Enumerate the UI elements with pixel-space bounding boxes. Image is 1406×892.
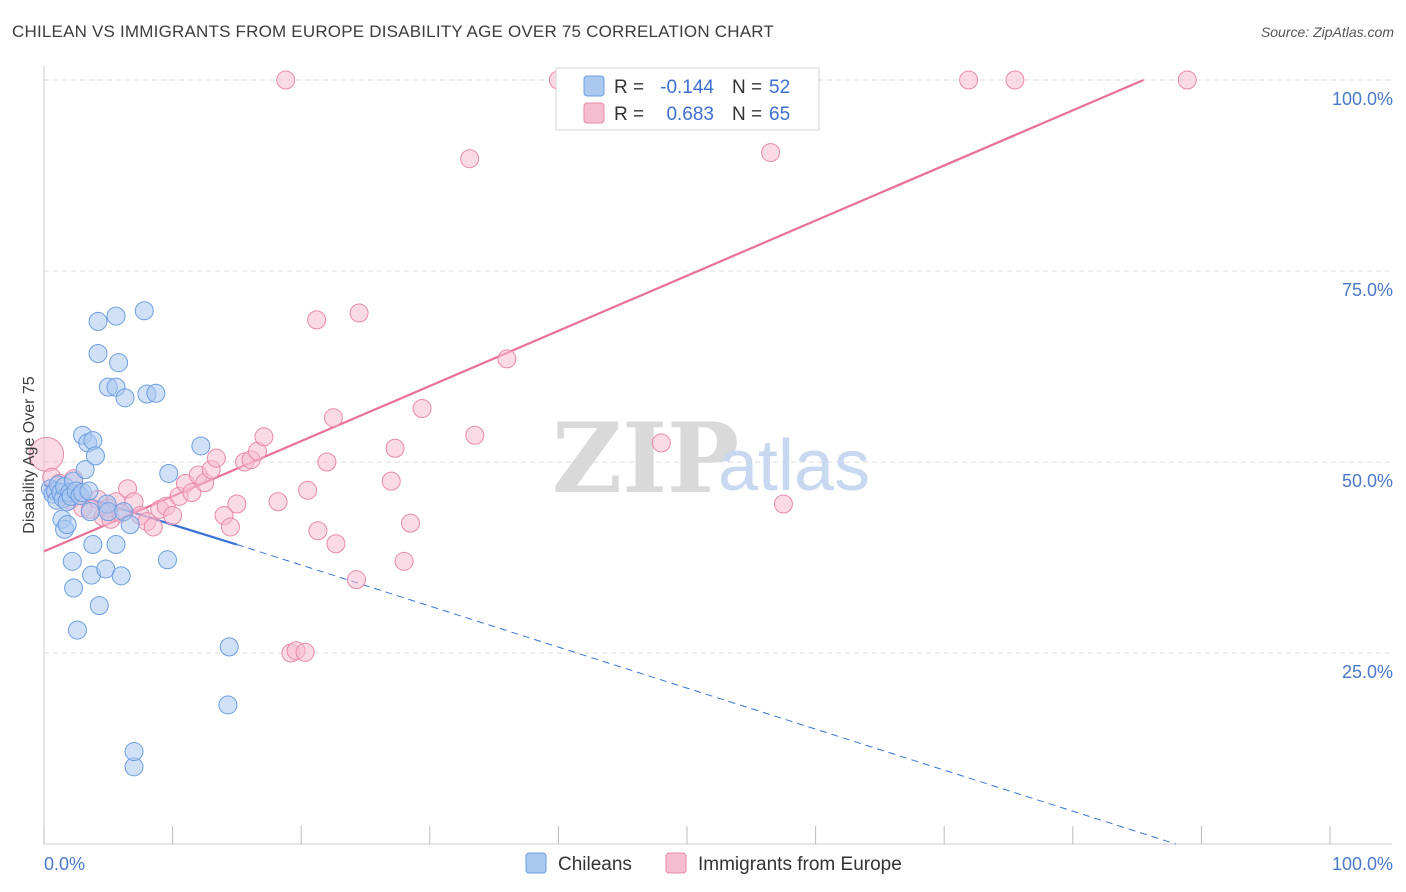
point-immigrants bbox=[394, 551, 414, 571]
point-chileans bbox=[159, 463, 179, 483]
y-tick-label: 50.0% bbox=[1342, 471, 1393, 491]
x-tick-label: 0.0% bbox=[44, 854, 85, 874]
point-chileans bbox=[79, 481, 99, 501]
point-immigrants bbox=[308, 521, 328, 541]
bottom-legend-swatch-immigrants bbox=[665, 852, 687, 874]
point-immigrants bbox=[254, 427, 274, 447]
point-chileans bbox=[157, 550, 177, 570]
point-chileans bbox=[64, 578, 84, 598]
point-immigrants bbox=[460, 149, 480, 169]
point-immigrants bbox=[276, 70, 296, 90]
legend-n-label: N = bbox=[732, 104, 762, 125]
watermark-zip: ZIP bbox=[552, 402, 739, 515]
point-chileans bbox=[89, 596, 109, 616]
point-chileans bbox=[120, 515, 140, 535]
legend-r-value: -0.144 bbox=[660, 77, 714, 98]
point-immigrants bbox=[326, 534, 346, 554]
watermark: ZIP atlas bbox=[552, 402, 870, 515]
point-chileans bbox=[134, 301, 154, 321]
legend-swatch-chileans bbox=[583, 75, 605, 97]
legend-n-value: 52 bbox=[769, 77, 790, 98]
point-immigrants bbox=[163, 505, 183, 525]
point-immigrants bbox=[317, 452, 337, 472]
point-immigrants bbox=[401, 513, 421, 533]
point-immigrants bbox=[651, 433, 671, 453]
legend-r-value: 0.683 bbox=[666, 104, 714, 125]
point-chileans bbox=[218, 695, 238, 715]
point-immigrants bbox=[298, 480, 318, 500]
point-chileans bbox=[88, 311, 108, 331]
point-chileans bbox=[85, 446, 105, 466]
point-immigrants bbox=[497, 349, 517, 369]
point-immigrants bbox=[307, 310, 327, 330]
legend-n-label: N = bbox=[732, 77, 762, 98]
point-chileans bbox=[106, 306, 126, 326]
point-immigrants bbox=[268, 492, 288, 512]
y-tick-label: 100.0% bbox=[1332, 89, 1393, 109]
point-chileans bbox=[191, 436, 211, 456]
point-chileans bbox=[88, 344, 108, 364]
point-chileans bbox=[83, 535, 103, 555]
point-chileans bbox=[146, 383, 166, 403]
point-immigrants bbox=[381, 471, 401, 491]
point-chileans bbox=[106, 535, 126, 555]
legend-box: R = -0.144 N = 52 R = 0.683 N = 65 bbox=[555, 67, 820, 131]
chart-title: CHILEAN VS IMMIGRANTS FROM EUROPE DISABI… bbox=[12, 22, 775, 41]
tick-labels: 25.0% 50.0% 75.0% 100.0% 0.0% 100.0% bbox=[44, 89, 1393, 874]
point-chileans bbox=[111, 566, 131, 586]
point-immigrants bbox=[773, 494, 793, 514]
point-chileans bbox=[67, 620, 87, 640]
point-immigrants bbox=[182, 483, 202, 503]
point-immigrants bbox=[349, 303, 369, 323]
bottom-legend-label-immigrants: Immigrants from Europe bbox=[698, 854, 902, 875]
y-axis-label: Disability Age Over 75 bbox=[21, 376, 38, 534]
point-immigrants bbox=[220, 517, 240, 537]
point-chileans bbox=[219, 637, 239, 657]
point-immigrants bbox=[1177, 70, 1197, 90]
point-immigrants bbox=[206, 448, 226, 468]
source-credit: Source: ZipAtlas.com bbox=[1260, 24, 1394, 40]
point-chileans bbox=[115, 388, 135, 408]
point-immigrants bbox=[227, 494, 247, 514]
trend-line-immigrants bbox=[43, 78, 1144, 553]
watermark-atlas: atlas bbox=[718, 426, 870, 506]
point-immigrants bbox=[959, 70, 979, 90]
y-tick-label: 25.0% bbox=[1342, 662, 1393, 682]
y-tick-label: 75.0% bbox=[1342, 280, 1393, 300]
point-chileans bbox=[109, 353, 129, 373]
point-immigrants bbox=[323, 408, 343, 428]
point-immigrants bbox=[295, 642, 315, 662]
point-chileans bbox=[62, 551, 82, 571]
legend-n-value: 65 bbox=[769, 104, 790, 125]
point-immigrants bbox=[1005, 70, 1025, 90]
point-immigrants bbox=[346, 570, 366, 590]
point-immigrants bbox=[412, 399, 432, 419]
trend-line-chileans-dashed bbox=[236, 544, 1176, 845]
bottom-legend-swatch-chileans bbox=[525, 852, 547, 874]
bottom-legend: Chileans Immigrants from Europe bbox=[525, 852, 902, 875]
points-chileans bbox=[40, 301, 239, 777]
point-immigrants bbox=[465, 425, 485, 445]
point-chileans bbox=[57, 515, 77, 535]
bottom-legend-label-chileans: Chileans bbox=[558, 854, 632, 875]
legend-r-label: R = bbox=[614, 77, 644, 98]
point-chileans bbox=[80, 502, 100, 522]
point-chileans bbox=[75, 460, 95, 480]
point-immigrants bbox=[385, 438, 405, 458]
legend-r-label: R = bbox=[614, 104, 644, 125]
gridlines bbox=[44, 79, 1392, 654]
legend-swatch-immigrants bbox=[583, 102, 605, 124]
point-immigrants bbox=[143, 517, 163, 537]
points-immigrants-from-europe bbox=[29, 70, 1197, 663]
point-chileans bbox=[124, 742, 144, 762]
x-tick-label: 100.0% bbox=[1332, 854, 1393, 874]
point-immigrants bbox=[761, 143, 781, 163]
